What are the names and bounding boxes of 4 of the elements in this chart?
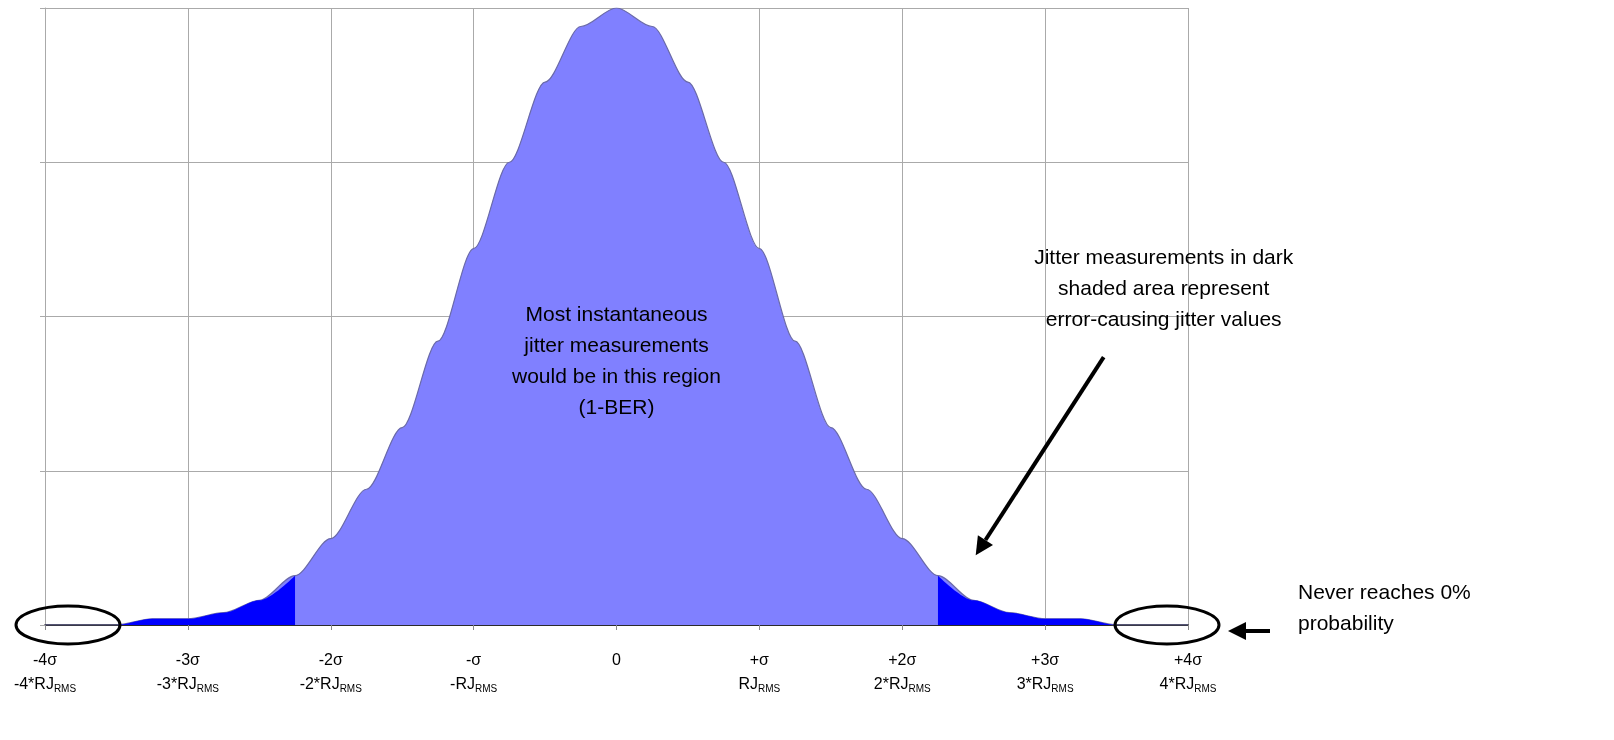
annotation: Most instantaneous jitter measurements would be in this region (1-BER) (511, 301, 721, 418)
text: Never reaches 0% probability (1298, 580, 1471, 634)
x-tick-label: 0 (612, 650, 622, 668)
annotation: Jitter measurements in dark shaded area represent error-causing jitter values (1034, 244, 1294, 330)
